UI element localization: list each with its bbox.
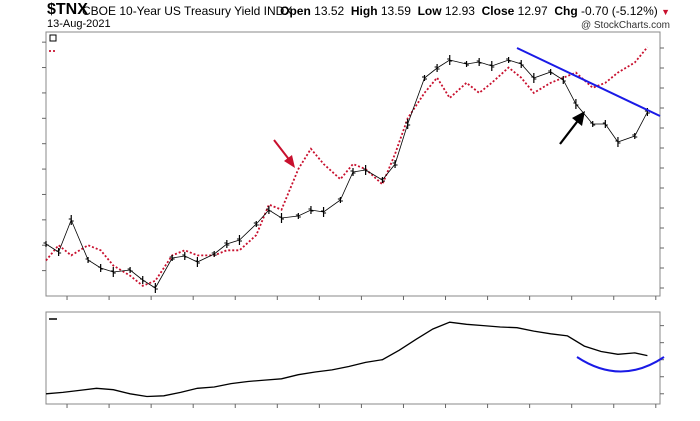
chart-date: 13-Aug-2021 [47,18,111,30]
exchange-text: INDX [263,4,293,18]
chg-label: Chg [554,4,578,18]
stockcharts-credit: @ StockCharts.com [580,20,670,31]
low-label: Low [417,4,442,18]
high-label: High [350,4,378,18]
description-text: CBOE 10-Year US Treasury Yield [82,4,261,18]
open-value: 13.52 [314,4,345,18]
dbb-gld-ratio-line [45,46,649,287]
chg-value: -0.70 (-5.12%) [581,4,658,18]
symbol: $TNX [47,1,88,18]
down-triangle-icon: ▼ [661,7,670,17]
chart-header: $TNX CBOE 10-Year US Treasury Yield INDX… [0,0,700,32]
close-value: 12.97 [517,4,548,18]
open-label: Open [280,4,311,18]
annotation-black-arrow-head [572,111,585,126]
annotation-black-arrow-shaft [559,117,581,145]
high-value: 13.59 [380,4,411,18]
legend-swatch-tnx [49,34,57,42]
yield-curve-line [45,321,648,398]
close-label: Close [481,4,515,18]
lower-panel-frame [45,311,661,405]
annotation-red-arrow-head [284,155,295,168]
symbol-description: CBOE 10-Year US Treasury Yield INDX [82,4,292,18]
tnx-price-path [45,59,648,289]
ohlc-readout: Open 13.52 High 13.59 Low 12.93 Close 12… [280,4,670,18]
low-value: 12.93 [444,4,475,18]
annotation-blue-arc [576,356,665,373]
downtrend-line [516,47,661,117]
